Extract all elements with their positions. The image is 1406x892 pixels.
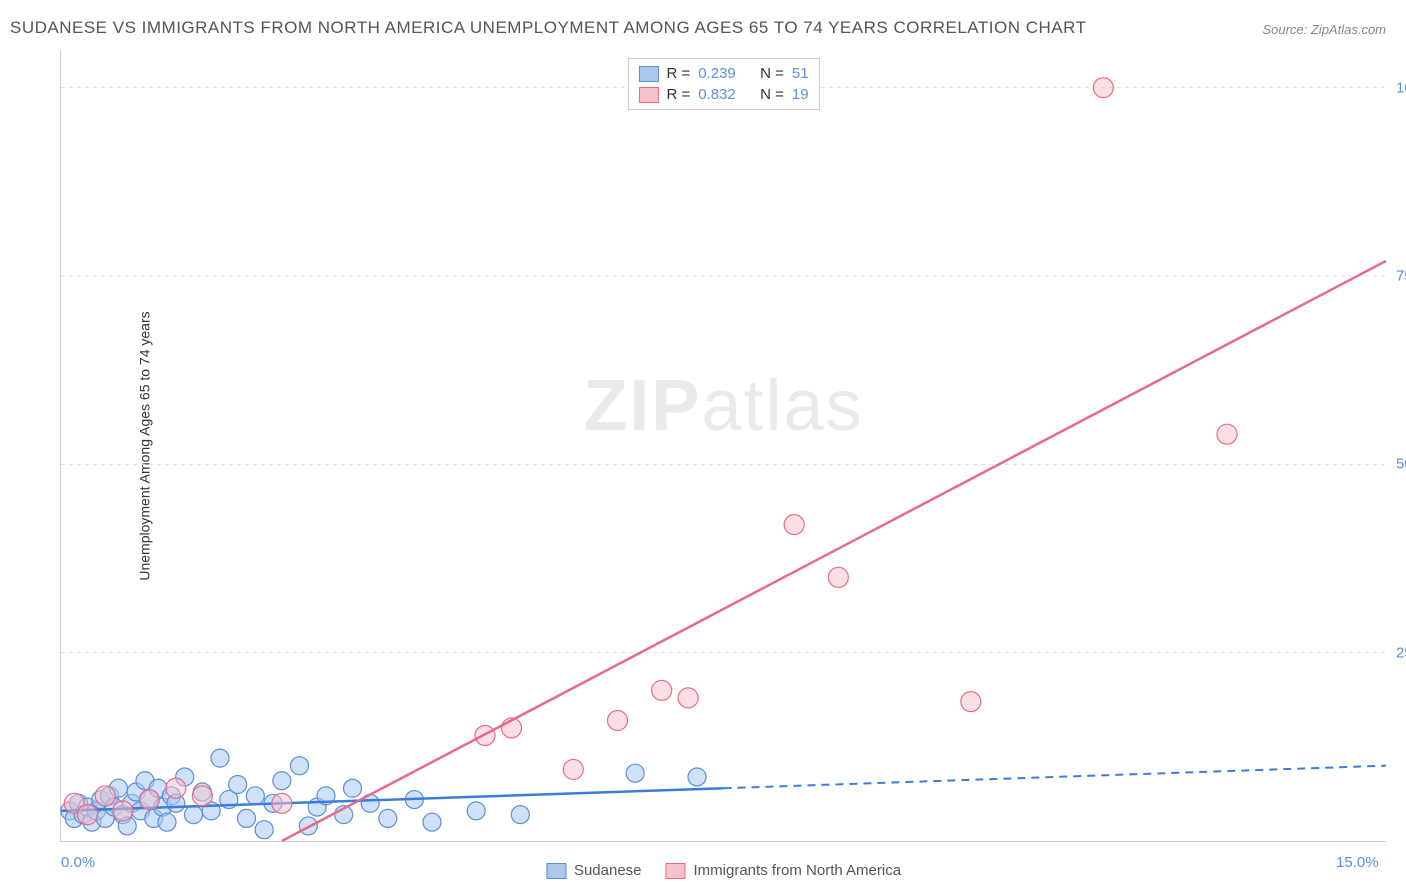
data-point xyxy=(113,801,133,821)
data-point xyxy=(608,710,628,730)
chart-container: SUDANESE VS IMMIGRANTS FROM NORTH AMERIC… xyxy=(0,0,1406,892)
data-point xyxy=(652,680,672,700)
data-point xyxy=(211,749,229,767)
r-value: 0.832 xyxy=(698,86,736,103)
y-tick-label: 50.0% xyxy=(1396,456,1406,473)
legend-series-item: Immigrants from North America xyxy=(666,862,902,879)
data-point xyxy=(139,790,159,810)
data-point xyxy=(563,759,583,779)
legend-label: Immigrants from North America xyxy=(694,862,902,879)
data-point xyxy=(626,764,644,782)
legend-series-item: Sudanese xyxy=(546,862,642,879)
n-value: 51 xyxy=(792,65,809,82)
r-label: R = xyxy=(666,86,690,103)
legend-label: Sudanese xyxy=(574,862,642,879)
legend-correlation-row: R = 0.239 N = 51 xyxy=(638,63,808,84)
data-point xyxy=(1093,78,1113,98)
data-point xyxy=(961,692,981,712)
legend-correlation-row: R = 0.832 N = 19 xyxy=(638,84,808,105)
chart-svg xyxy=(61,50,1386,841)
legend-correlation: R = 0.239 N = 51 R = 0.832 N = 19 xyxy=(627,58,819,110)
legend-swatch xyxy=(546,863,566,879)
data-point xyxy=(158,813,176,831)
data-point xyxy=(166,778,186,798)
y-tick-label: 25.0% xyxy=(1396,644,1406,661)
data-point xyxy=(78,805,98,825)
r-value: 0.239 xyxy=(698,65,736,82)
data-point xyxy=(467,802,485,820)
data-point xyxy=(229,776,247,794)
source-label: Source: ZipAtlas.com xyxy=(1262,22,1386,37)
data-point xyxy=(344,779,362,797)
n-label: N = xyxy=(760,65,784,82)
data-point xyxy=(238,809,256,827)
data-point xyxy=(828,567,848,587)
data-point xyxy=(511,806,529,824)
data-point xyxy=(192,786,212,806)
data-point xyxy=(379,809,397,827)
plot-area: ZIPatlas R = 0.239 N = 51 R = 0.832 N = … xyxy=(60,50,1386,842)
data-point xyxy=(255,821,273,839)
x-tick-label: 0.0% xyxy=(61,854,95,871)
data-point xyxy=(423,813,441,831)
data-point xyxy=(291,757,309,775)
y-tick-label: 75.0% xyxy=(1396,268,1406,285)
data-point xyxy=(246,787,264,805)
r-label: R = xyxy=(666,65,690,82)
x-tick-label: 15.0% xyxy=(1336,854,1379,871)
data-point xyxy=(185,806,203,824)
y-tick-label: 100.0% xyxy=(1396,79,1406,96)
n-label: N = xyxy=(760,86,784,103)
trend-line xyxy=(282,261,1386,841)
legend-swatch xyxy=(638,66,658,82)
legend-series: Sudanese Immigrants from North America xyxy=(546,862,901,879)
data-point xyxy=(1217,424,1237,444)
data-point xyxy=(95,786,115,806)
data-point xyxy=(688,768,706,786)
data-point xyxy=(273,772,291,790)
legend-swatch xyxy=(638,87,658,103)
data-point xyxy=(678,688,698,708)
trend-line-dashed xyxy=(724,766,1387,789)
n-value: 19 xyxy=(792,86,809,103)
chart-title: SUDANESE VS IMMIGRANTS FROM NORTH AMERIC… xyxy=(10,18,1086,38)
data-point xyxy=(272,793,292,813)
legend-swatch xyxy=(666,863,686,879)
data-point xyxy=(784,515,804,535)
